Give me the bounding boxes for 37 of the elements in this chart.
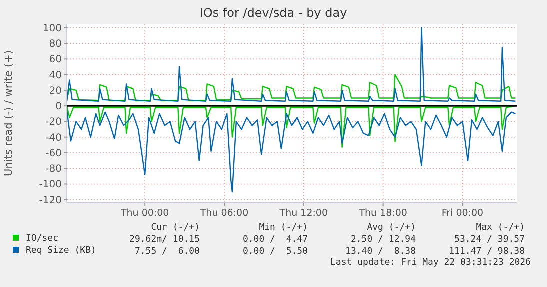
text: 29.62m/ 10.15 — [130, 235, 200, 245]
text: 7.55 / 6.00 — [134, 247, 200, 257]
y-tick-label: -120 — [39, 195, 62, 206]
y-tick-label: 80 — [49, 39, 62, 50]
y-tick-label: -40 — [46, 132, 62, 144]
chart-title: IOs for /dev/sda - by day — [200, 6, 348, 20]
y-tick-label: 100 — [42, 23, 62, 34]
text: 0.00 / 5.50 — [242, 247, 308, 257]
y-tick-label: -60 — [46, 148, 62, 160]
text: Last update: Fri May 22 03:31:23 2026 — [330, 258, 531, 268]
y-tick-label: 20 — [49, 86, 62, 97]
line-series — [66, 109, 516, 193]
y-tick-label: 0 — [56, 102, 62, 113]
y-tick-label: 60 — [49, 54, 62, 66]
line-series — [66, 74, 516, 102]
y-tick-label: 40 — [49, 70, 62, 82]
legend-label: IO/sec — [26, 234, 59, 244]
text: Avg (-/+) — [367, 223, 416, 233]
text: 111.47 / 98.38 — [449, 247, 525, 257]
text: Cur (-/+) — [151, 223, 200, 233]
legend-label: Req Size (KB) — [26, 246, 96, 256]
text: 13.40 / 8.38 — [346, 247, 416, 257]
y-tick-label: -80 — [46, 164, 62, 176]
line-series — [66, 27, 516, 102]
text: Min (-/+) — [259, 223, 308, 233]
x-tick-label: Thu 00:00 — [120, 208, 170, 219]
y-axis-title: Units read (-) / write (+) — [3, 50, 15, 177]
x-tick-label: Fri 00:00 — [442, 208, 484, 219]
x-tick-label: Thu 12:00 — [278, 208, 328, 219]
x-tick-label: Thu 06:00 — [199, 208, 249, 219]
text: 0.00 / 4.47 — [242, 235, 308, 245]
x-tick-label: Thu 18:00 — [358, 208, 408, 219]
y-tick-label: -100 — [39, 180, 62, 191]
text: 2.50 / 12.94 — [350, 235, 416, 245]
y-tick-label: -20 — [46, 117, 62, 128]
text: 53.24 / 39.57 — [454, 235, 525, 245]
text: Max (-/+) — [476, 223, 525, 233]
